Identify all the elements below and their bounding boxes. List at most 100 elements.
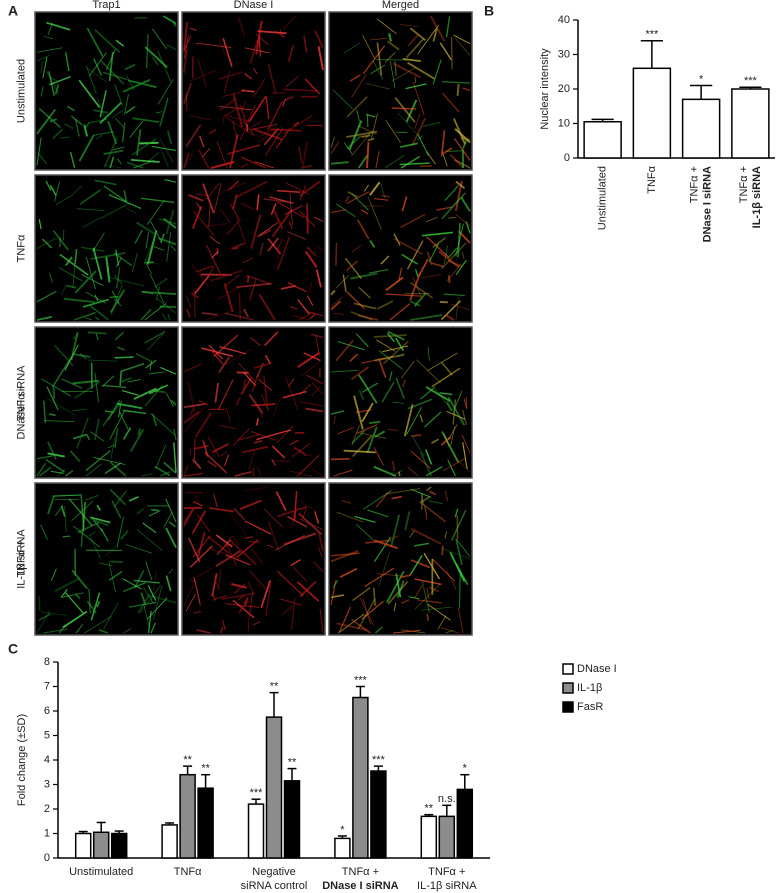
filament bbox=[208, 344, 223, 360]
x-tick-label: Negative bbox=[252, 866, 295, 878]
filament bbox=[454, 128, 471, 144]
filament bbox=[45, 180, 52, 191]
filament bbox=[293, 314, 310, 321]
filament bbox=[330, 141, 340, 155]
significance: ** bbox=[270, 681, 279, 693]
filament bbox=[85, 494, 99, 501]
filament bbox=[303, 454, 312, 457]
filament bbox=[367, 137, 375, 142]
filament bbox=[335, 275, 350, 289]
filament bbox=[394, 97, 416, 123]
filament bbox=[413, 292, 427, 307]
filament bbox=[455, 180, 466, 190]
filament bbox=[229, 203, 240, 220]
filament bbox=[260, 580, 272, 608]
filament bbox=[271, 445, 286, 459]
significance: *** bbox=[645, 29, 659, 41]
filament bbox=[384, 154, 405, 169]
significance: *** bbox=[372, 754, 386, 766]
filament bbox=[315, 269, 322, 288]
filament bbox=[256, 429, 291, 441]
filament bbox=[463, 398, 468, 409]
filament bbox=[439, 42, 452, 61]
filament bbox=[151, 56, 159, 66]
filament bbox=[296, 581, 320, 602]
filament bbox=[270, 128, 302, 132]
filament bbox=[453, 137, 471, 161]
filament bbox=[425, 236, 450, 259]
filament bbox=[443, 245, 449, 265]
filament bbox=[94, 316, 100, 321]
filament bbox=[231, 242, 245, 250]
filament bbox=[134, 570, 145, 589]
filament bbox=[36, 315, 52, 321]
filament bbox=[384, 52, 396, 63]
filament bbox=[73, 525, 100, 548]
filament bbox=[270, 203, 277, 216]
filament bbox=[457, 223, 461, 258]
filament bbox=[183, 22, 188, 52]
filament bbox=[288, 378, 295, 387]
filament bbox=[363, 184, 370, 192]
filament bbox=[421, 273, 441, 279]
filament bbox=[299, 185, 307, 201]
filament bbox=[366, 141, 370, 169]
filament bbox=[116, 257, 123, 267]
filament bbox=[258, 222, 279, 236]
filament bbox=[242, 371, 257, 387]
filament bbox=[256, 194, 260, 211]
filament bbox=[136, 129, 142, 156]
filament bbox=[99, 90, 107, 118]
filament bbox=[382, 345, 409, 353]
filament bbox=[443, 147, 453, 154]
x-tick-label: siRNA control bbox=[241, 880, 308, 892]
filament bbox=[280, 598, 302, 606]
filament bbox=[196, 629, 211, 634]
filament bbox=[403, 404, 414, 437]
filament bbox=[356, 109, 360, 122]
filament bbox=[147, 151, 159, 163]
filament bbox=[221, 592, 255, 600]
filament bbox=[72, 379, 100, 385]
filament bbox=[247, 612, 250, 634]
filament bbox=[165, 392, 175, 408]
filament bbox=[115, 249, 120, 266]
filament bbox=[38, 613, 51, 621]
filament bbox=[401, 253, 419, 265]
filament bbox=[305, 407, 324, 413]
filament bbox=[289, 193, 293, 226]
filament bbox=[70, 115, 83, 126]
filament bbox=[405, 99, 418, 123]
filament bbox=[446, 410, 466, 420]
filament bbox=[343, 42, 360, 54]
filament bbox=[222, 90, 248, 97]
filament bbox=[355, 523, 375, 542]
filament bbox=[74, 593, 81, 600]
filament bbox=[150, 571, 158, 606]
filament bbox=[64, 344, 79, 371]
filament bbox=[163, 512, 173, 528]
filament bbox=[232, 599, 255, 619]
filament bbox=[350, 366, 369, 380]
filament bbox=[54, 577, 80, 592]
filament bbox=[105, 256, 111, 283]
filament bbox=[62, 535, 71, 538]
filament bbox=[72, 264, 76, 288]
filament bbox=[410, 450, 431, 469]
filament bbox=[292, 511, 295, 526]
filament bbox=[265, 583, 272, 617]
filament bbox=[194, 275, 210, 295]
filament bbox=[349, 353, 358, 362]
filament bbox=[417, 25, 439, 55]
filament bbox=[330, 458, 350, 461]
filament bbox=[431, 438, 439, 444]
filament bbox=[390, 535, 399, 540]
filament bbox=[456, 84, 460, 96]
filament bbox=[374, 539, 398, 550]
filament bbox=[436, 206, 453, 211]
filament bbox=[422, 231, 454, 237]
filament bbox=[94, 372, 100, 402]
filament bbox=[387, 40, 400, 51]
filament bbox=[205, 309, 236, 321]
filament bbox=[275, 491, 287, 512]
